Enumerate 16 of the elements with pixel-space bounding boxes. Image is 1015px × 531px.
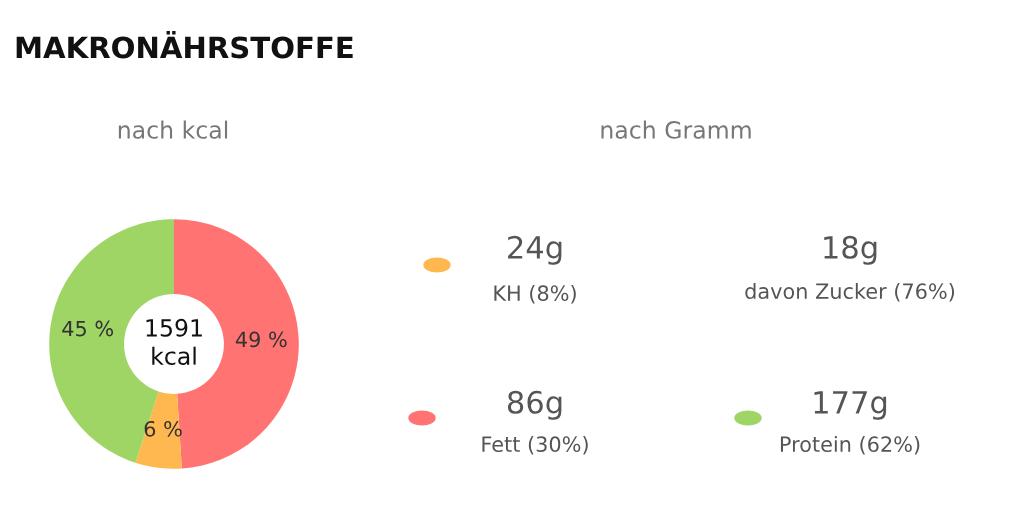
chart-title: MAKRONÄHRSTOFFE [16,31,353,59]
text: Fett (30%) [482,435,588,455]
text: davon Zucker (76%) [745,282,955,302]
data-label: 6 % [144,420,182,437]
text: 24g [508,235,562,265]
data-label: 49 % [235,331,287,348]
text: 1591 kcal [146,318,202,365]
text: KH (8%) [494,284,576,304]
text: 86g [507,390,562,420]
chart-subtitle: nach kcal [118,120,228,139]
text: nach Gramm [601,120,751,139]
text: 177g [814,391,887,420]
text: 18g [824,235,877,265]
text: Protein (62%) [780,435,920,455]
donut-slice [135,391,182,469]
data-label: 45 % [62,320,114,337]
